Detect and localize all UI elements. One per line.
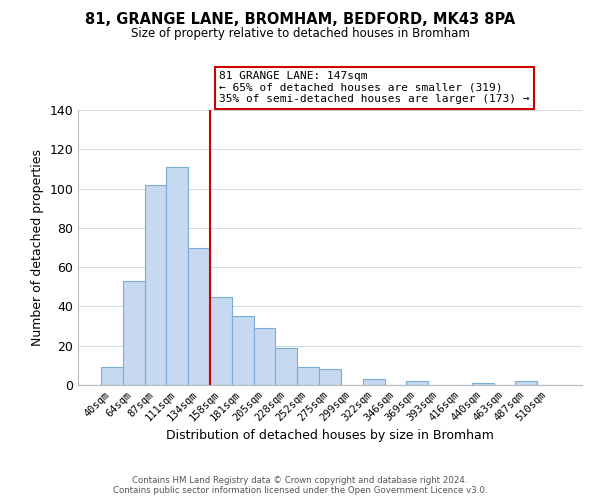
Bar xyxy=(123,281,145,385)
Text: 81, GRANGE LANE, BROMHAM, BEDFORD, MK43 8PA: 81, GRANGE LANE, BROMHAM, BEDFORD, MK43 … xyxy=(85,12,515,28)
Bar xyxy=(472,383,494,385)
Bar xyxy=(232,316,254,385)
Y-axis label: Number of detached properties: Number of detached properties xyxy=(31,149,44,346)
Bar xyxy=(188,248,210,385)
Bar xyxy=(275,348,297,385)
Bar xyxy=(101,368,123,385)
Text: Size of property relative to detached houses in Bromham: Size of property relative to detached ho… xyxy=(131,28,469,40)
Bar xyxy=(319,370,341,385)
Text: 81 GRANGE LANE: 147sqm
← 65% of detached houses are smaller (319)
35% of semi-de: 81 GRANGE LANE: 147sqm ← 65% of detached… xyxy=(219,72,530,104)
Bar xyxy=(166,167,188,385)
Bar xyxy=(515,381,537,385)
Bar xyxy=(210,296,232,385)
Text: Contains HM Land Registry data © Crown copyright and database right 2024.
Contai: Contains HM Land Registry data © Crown c… xyxy=(113,476,487,495)
Bar xyxy=(254,328,275,385)
X-axis label: Distribution of detached houses by size in Bromham: Distribution of detached houses by size … xyxy=(166,429,494,442)
Bar xyxy=(363,379,385,385)
Bar xyxy=(145,184,166,385)
Bar xyxy=(406,381,428,385)
Bar xyxy=(297,368,319,385)
